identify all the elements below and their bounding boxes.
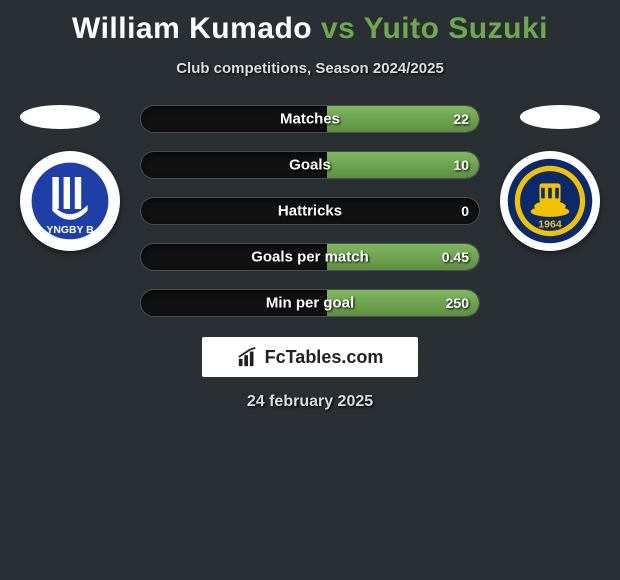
lyngby-text: YNGBY B bbox=[46, 225, 94, 236]
stats-body: YNGBY B 1964 Matches bbox=[0, 105, 620, 325]
player2-name: Yuito Suzuki bbox=[364, 12, 548, 45]
comparison-card: William Kumado vs Yuito Suzuki Club comp… bbox=[0, 0, 620, 440]
subtitle: Club competitions, Season 2024/2025 bbox=[0, 60, 620, 77]
flag-left bbox=[20, 105, 100, 129]
stat-bar: Hattricks 0 bbox=[140, 197, 480, 225]
stat-label: Goals per match bbox=[251, 249, 369, 266]
brondby-year: 1964 bbox=[538, 218, 562, 230]
stat-label: Goals bbox=[289, 157, 331, 174]
stat-value-right: 250 bbox=[446, 295, 469, 311]
stat-label: Hattricks bbox=[278, 203, 342, 220]
club-crest-left: YNGBY B bbox=[20, 151, 120, 251]
stat-value-right: 0.45 bbox=[442, 249, 469, 265]
club-crest-right: 1964 bbox=[500, 151, 600, 251]
stat-value-right: 0 bbox=[461, 203, 469, 219]
date-text: 24 february 2025 bbox=[0, 393, 620, 411]
vs-separator: vs bbox=[321, 12, 355, 45]
brand-badge[interactable]: FcTables.com bbox=[202, 337, 418, 377]
stat-value-right: 10 bbox=[453, 157, 469, 173]
stat-bar: Goals per match 0.45 bbox=[140, 243, 480, 271]
stat-bar: Goals 10 bbox=[140, 151, 480, 179]
player1-name: William Kumado bbox=[72, 12, 312, 45]
stat-bars: Matches 22 Goals 10 Hattricks 0 bbox=[140, 105, 480, 317]
brand-text: FcTables.com bbox=[265, 347, 384, 368]
stat-label: Matches bbox=[280, 111, 340, 128]
stat-bar: Min per goal 250 bbox=[140, 289, 480, 317]
flag-right bbox=[520, 105, 600, 129]
lyngby-icon: YNGBY B bbox=[30, 161, 110, 241]
stat-label: Min per goal bbox=[266, 295, 354, 312]
page-title: William Kumado vs Yuito Suzuki bbox=[0, 12, 620, 46]
stat-value-right: 22 bbox=[453, 111, 469, 127]
brondby-icon: 1964 bbox=[506, 157, 594, 245]
stat-bar: Matches 22 bbox=[140, 105, 480, 133]
chart-icon bbox=[237, 346, 259, 368]
